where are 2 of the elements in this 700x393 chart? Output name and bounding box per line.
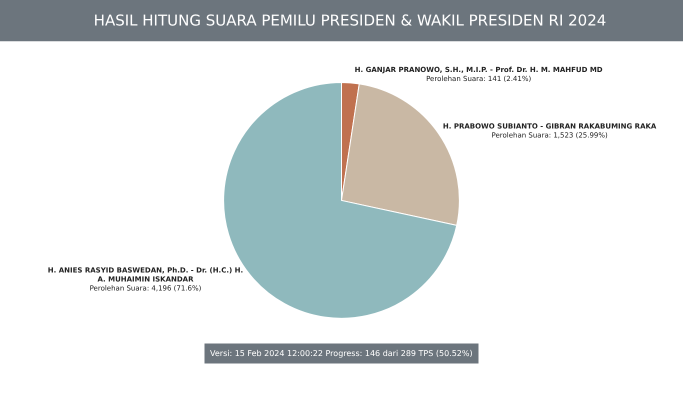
chart-title: HASIL HITUNG SUARA PEMILU PRESIDEN & WAKIL PRESIDEN RI 2024 (94, 12, 606, 30)
text: Versi: 15 Feb 2024 12:00:22 Progress: 146 dari 289 TPS (50.52%) (210, 349, 473, 358)
